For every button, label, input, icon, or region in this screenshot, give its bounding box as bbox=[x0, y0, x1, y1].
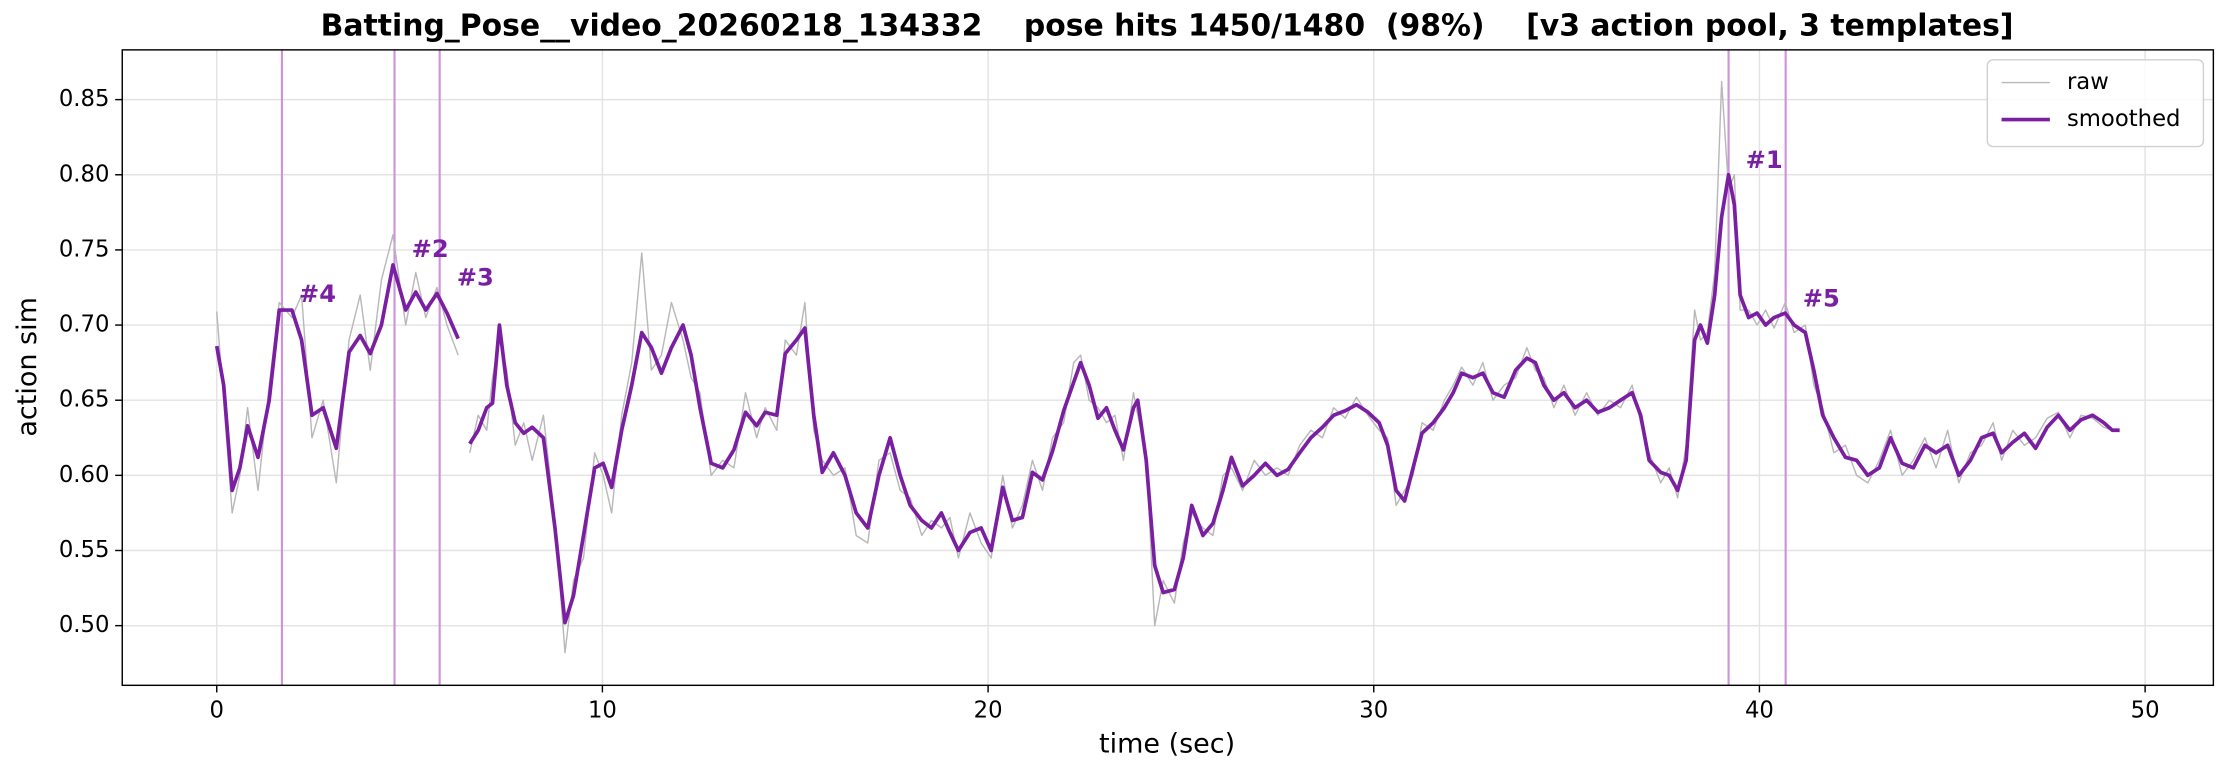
y-tick-label: 0.80 bbox=[59, 161, 110, 187]
x-axis-label: time (sec) bbox=[1099, 729, 1235, 760]
event-label: #5 bbox=[1803, 285, 1840, 313]
y-tick-label: 0.85 bbox=[59, 86, 110, 112]
event-label: #4 bbox=[299, 280, 336, 308]
chart-title: Batting_Pose__video_20260218_134332 pose… bbox=[321, 9, 2014, 44]
y-tick-label: 0.55 bbox=[59, 537, 110, 563]
x-tick-label: 50 bbox=[2131, 697, 2160, 723]
y-tick-label: 0.50 bbox=[59, 612, 110, 638]
event-label: #3 bbox=[457, 263, 494, 291]
y-tick-label: 0.75 bbox=[59, 236, 110, 262]
legend-label: smoothed bbox=[2067, 106, 2181, 132]
series-line bbox=[216, 80, 2120, 654]
event-label: #2 bbox=[412, 235, 449, 263]
x-tick-label: 40 bbox=[1745, 697, 1774, 723]
y-axis-label: action sim bbox=[12, 297, 43, 437]
series-line bbox=[214, 172, 2120, 625]
y-tick-label: 0.65 bbox=[59, 387, 110, 413]
x-tick-label: 10 bbox=[588, 697, 617, 723]
x-tick-label: 30 bbox=[1359, 697, 1388, 723]
event-label: #1 bbox=[1746, 146, 1783, 174]
y-tick-label: 0.60 bbox=[59, 462, 110, 488]
plot-frame bbox=[121, 49, 2215, 687]
legend: raw smoothed bbox=[1986, 59, 2205, 148]
x-tick-label: 20 bbox=[974, 697, 1003, 723]
x-tick-label: 0 bbox=[210, 697, 224, 723]
legend-label: raw bbox=[2067, 69, 2109, 95]
legend-box bbox=[1986, 59, 2205, 148]
y-tick-label: 0.70 bbox=[59, 312, 110, 338]
